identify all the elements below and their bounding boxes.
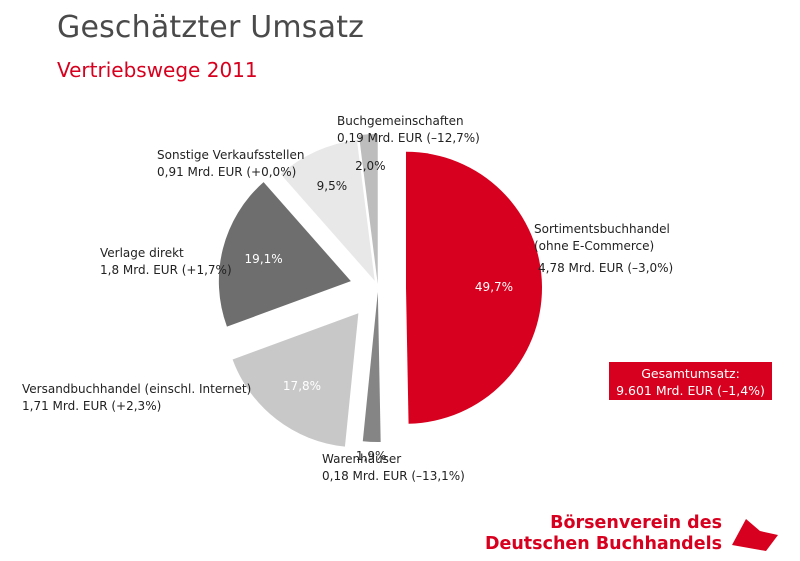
slice-percent-versand: 17,8% [283,379,321,393]
slice-percent-buchgemeinschaften: 2,0% [355,159,386,173]
slice-percent-warenhaeuser: 1,9% [356,449,387,463]
slice-percent-sortiment: 49,7% [475,280,513,294]
slice-label-line: 0,91 Mrd. EUR (+0,0%) [157,165,296,179]
pie-slice-sortiment [405,151,542,424]
slice-percent-verlage: 19,1% [245,252,283,266]
chart-title: Geschätzter Umsatz [57,10,365,45]
pie-slice-verlage [218,182,351,327]
slice-label-line: 4,78 Mrd. EUR (–3,0%) [538,261,673,275]
slice-label-line: (ohne E-Commerce) [534,239,654,253]
slice-label-line: 1,8 Mrd. EUR (+1,7%) [100,263,232,277]
slice-label-line: Buchgemeinschaften [337,114,464,128]
total-revenue-box: Gesamtumsatz: 9.601 Mrd. EUR (–1,4%) [609,362,772,400]
pie-slice-warenhaeuser [362,291,381,442]
slice-label-line: Versandbuchhandel (einschl. Internet) [22,382,251,396]
slice-label-sonstige: Sonstige Verkaufsstellen 0,91 Mrd. EUR (+… [157,148,304,179]
pie-slice-buchgemeinschaften [358,134,378,285]
logo: Börsenverein des Deutschen Buchhandels [485,513,780,557]
slice-label-line: Verlage direkt [100,246,184,260]
slice-label-line: 0,19 Mrd. EUR (–12,7%) [337,131,480,145]
total-value: 9.601 Mrd. EUR (–1,4%) [616,383,765,398]
slice-label-warenhaeuser: Warenhäuser 0,18 Mrd. EUR (–13,1%) [322,452,465,483]
slice-label-line: Sortimentsbuchhandel [534,222,670,236]
slice-label-line: 1,71 Mrd. EUR (+2,3%) [22,399,161,413]
pie-slice-sonstige [280,139,375,281]
slice-label-line: Sonstige Verkaufsstellen [157,148,304,162]
chart-subtitle: Vertriebswege 2011 [57,58,258,82]
slice-label-sortiment: Sortimentsbuchhandel (ohne E-Commerce) 4,7… [534,222,673,275]
slice-label-line: 0,18 Mrd. EUR (–13,1%) [322,469,465,483]
slice-label-line: Warenhäuser [322,452,401,466]
pie-slice-versand [232,313,359,447]
logo-line-1: Börsenverein des [550,513,722,533]
slice-label-versand: Versandbuchhandel (einschl. Internet) 1,7… [22,382,251,413]
slice-label-buchgemeinschaften: Buchgemeinschaften 0,19 Mrd. EUR (–12,7%) [337,114,480,145]
total-label: Gesamtumsatz: [641,366,740,381]
slice-label-verlage: Verlage direkt 1,8 Mrd. EUR (+1,7%) [100,246,232,277]
logo-line-2: Deutschen Buchhandels [484,534,722,554]
logo-mark-icon [732,519,778,551]
slice-percent-sonstige: 9,5% [317,179,348,193]
